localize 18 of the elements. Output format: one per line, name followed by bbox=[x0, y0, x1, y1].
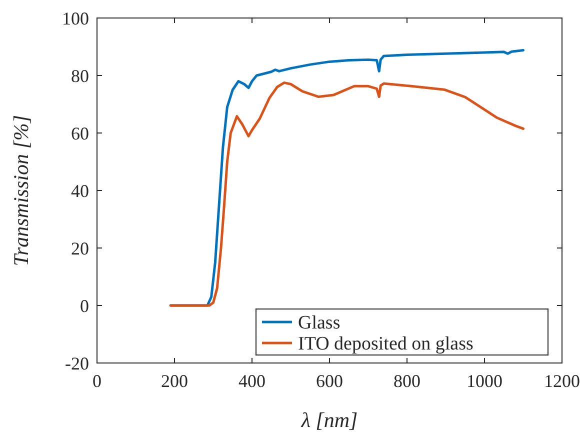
y-axis-title: Transmission [%] bbox=[9, 114, 33, 266]
y-tick-label: 20 bbox=[71, 238, 89, 258]
y-tick-label: 0 bbox=[80, 296, 89, 316]
y-tick-label: 100 bbox=[62, 8, 89, 28]
x-tick-label: 400 bbox=[238, 371, 266, 391]
x-tick-label: 800 bbox=[394, 371, 420, 391]
legend-label: ITO deposited on glass bbox=[298, 334, 474, 355]
x-tick-label: 1200 bbox=[544, 371, 580, 391]
x-axis-title: λ [nm] bbox=[300, 408, 358, 432]
x-tick-label: 1000 bbox=[466, 371, 502, 391]
y-tick-label: 40 bbox=[71, 180, 89, 201]
x-tick-label: 200 bbox=[161, 371, 188, 391]
y-tick-label: -20 bbox=[65, 353, 89, 374]
legend-label: Glass bbox=[298, 312, 340, 334]
x-tick-label: 600 bbox=[316, 371, 343, 391]
y-tick-label: 60 bbox=[71, 123, 89, 144]
y-tick-label: 80 bbox=[71, 66, 89, 86]
x-tick-label: 0 bbox=[92, 371, 102, 391]
